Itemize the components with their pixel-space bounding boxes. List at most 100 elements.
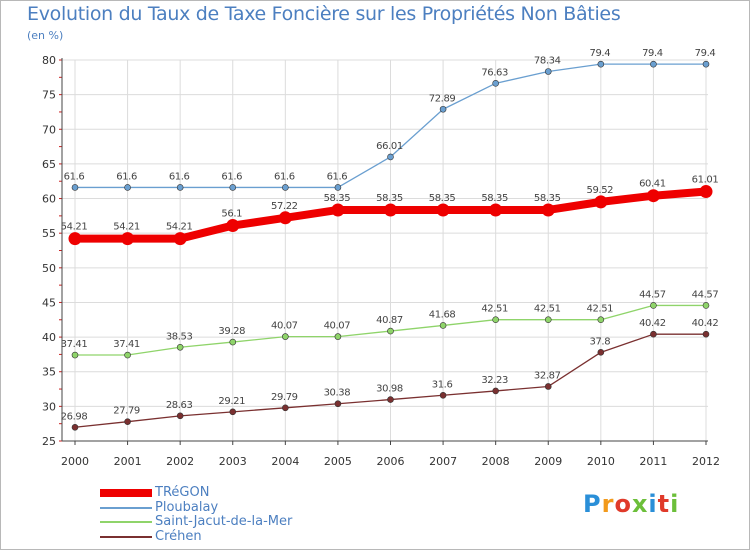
data-label-saint-jacut-de-la-mer: 37.41 — [61, 339, 88, 350]
y-tick-label: 30 — [42, 400, 56, 413]
data-point-cr-hen — [702, 330, 710, 338]
data-point-saint-jacut-de-la-mer — [176, 343, 184, 351]
data-point-tr-gon — [594, 195, 608, 209]
data-point-saint-jacut-de-la-mer — [439, 322, 447, 329]
y-tick-label: 55 — [42, 227, 56, 240]
data-label-tr-gon: 58.35 — [481, 193, 508, 204]
logo-letter: r — [601, 490, 615, 518]
data-label-cr-hen: 30.38 — [324, 388, 351, 399]
y-tick-label: 25 — [42, 435, 56, 448]
data-label-saint-jacut-de-la-mer: 42.51 — [481, 304, 508, 315]
x-tick-label: 2001 — [114, 455, 142, 468]
data-point-tr-gon — [384, 203, 397, 217]
data-label-ploubalay: 66.01 — [376, 141, 403, 152]
data-point-tr-gon — [541, 203, 555, 217]
data-point-tr-gon — [436, 203, 450, 217]
data-label-ploubalay: 61.6 — [327, 171, 348, 182]
logo-letter: o — [614, 490, 632, 518]
data-point-saint-jacut-de-la-mer — [387, 327, 394, 335]
y-tick-label: 80 — [42, 54, 56, 67]
data-label-ploubalay: 79.4 — [589, 48, 610, 59]
data-label-tr-gon: 57.22 — [271, 201, 298, 212]
data-point-cr-hen — [229, 408, 237, 416]
logo-letter: i — [670, 490, 680, 518]
data-label-tr-gon: 54.21 — [61, 222, 88, 233]
data-label-cr-hen: 31.6 — [432, 379, 453, 390]
legend-swatch — [100, 535, 152, 538]
data-label-ploubalay: 78.34 — [534, 55, 561, 66]
data-point-saint-jacut-de-la-mer — [597, 316, 605, 324]
data-label-cr-hen: 29.79 — [271, 392, 298, 403]
x-tick-label: 2008 — [482, 455, 510, 468]
data-label-ploubalay: 61.6 — [274, 171, 295, 182]
legend-label: TRéGON — [155, 485, 210, 500]
data-point-saint-jacut-de-la-mer — [124, 351, 131, 359]
data-point-saint-jacut-de-la-mer — [71, 351, 79, 359]
legend-label: Ploubalay — [155, 499, 219, 515]
logo-letter: x — [631, 490, 649, 518]
x-tick-label: 2012 — [692, 455, 720, 468]
data-label-cr-hen: 37.8 — [589, 336, 610, 347]
y-tick-label: 75 — [42, 89, 56, 102]
legend-swatch — [100, 521, 152, 523]
data-label-saint-jacut-de-la-mer: 40.07 — [324, 321, 351, 332]
data-point-saint-jacut-de-la-mer — [492, 316, 499, 324]
data-label-tr-gon: 60.41 — [639, 179, 666, 190]
y-tick-label: 40 — [42, 331, 56, 344]
x-tick-label: 2000 — [61, 455, 89, 468]
data-label-cr-hen: 30.98 — [376, 384, 403, 395]
data-point-saint-jacut-de-la-mer — [544, 316, 552, 324]
data-point-ploubalay — [650, 60, 657, 68]
data-point-cr-hen — [124, 418, 131, 425]
data-label-saint-jacut-de-la-mer: 44.57 — [692, 289, 719, 300]
data-point-ploubalay — [597, 60, 605, 68]
data-point-tr-gon — [331, 203, 345, 217]
y-tick-label: 70 — [42, 123, 56, 136]
x-tick-label: 2011 — [639, 455, 667, 468]
data-label-ploubalay: 61.6 — [169, 171, 190, 182]
x-tick-label: 2010 — [587, 455, 615, 468]
logo-letter: P — [583, 490, 602, 518]
legend-swatch — [100, 489, 152, 497]
data-point-ploubalay — [334, 184, 342, 191]
data-label-cr-hen: 28.63 — [166, 400, 193, 411]
y-tick-label: 65 — [42, 158, 56, 171]
x-tick-label: 2005 — [324, 455, 352, 468]
y-tick-label: 50 — [42, 262, 56, 275]
data-label-tr-gon: 61.01 — [692, 175, 719, 186]
data-point-cr-hen — [597, 349, 605, 356]
data-point-tr-gon — [173, 232, 187, 246]
y-tick-label: 45 — [42, 296, 56, 309]
logo-letter: t — [657, 490, 671, 518]
data-label-saint-jacut-de-la-mer: 42.51 — [587, 304, 614, 315]
data-point-saint-jacut-de-la-mer — [229, 338, 237, 346]
data-point-cr-hen — [544, 383, 552, 390]
data-point-ploubalay — [71, 184, 79, 191]
data-point-tr-gon — [646, 189, 660, 203]
data-point-ploubalay — [387, 153, 394, 161]
data-point-cr-hen — [176, 412, 184, 420]
data-label-layer: 61.6 61.6 61.6 61.6 61.6 61.6 66.01 72.89 76.63 7… — [61, 48, 719, 422]
data-point-tr-gon — [121, 232, 135, 246]
data-label-ploubalay: 76.63 — [481, 67, 508, 78]
data-point-tr-gon — [226, 219, 240, 233]
data-point-ploubalay — [282, 184, 289, 191]
axis-layer: 25 30 35 40 45 50 55 60 65 70 75 80 2000 2001 2002 2003… — [42, 54, 720, 468]
data-point-saint-jacut-de-la-mer — [282, 333, 289, 340]
data-label-ploubalay: 61.6 — [64, 171, 85, 182]
data-point-cr-hen — [387, 396, 394, 403]
y-axis-unit-label: (en %) — [27, 29, 64, 42]
grid-layer — [62, 59, 708, 442]
data-point-cr-hen — [334, 400, 342, 408]
data-label-saint-jacut-de-la-mer: 41.68 — [429, 309, 456, 320]
data-point-cr-hen — [71, 423, 79, 431]
data-point-cr-hen — [492, 387, 499, 395]
y-tick-label: 35 — [42, 366, 56, 379]
data-point-saint-jacut-de-la-mer — [650, 302, 657, 309]
x-tick-label: 2003 — [219, 455, 247, 468]
data-label-tr-gon: 58.35 — [324, 193, 351, 204]
data-point-cr-hen — [650, 330, 657, 338]
data-point-tr-gon — [68, 232, 82, 246]
